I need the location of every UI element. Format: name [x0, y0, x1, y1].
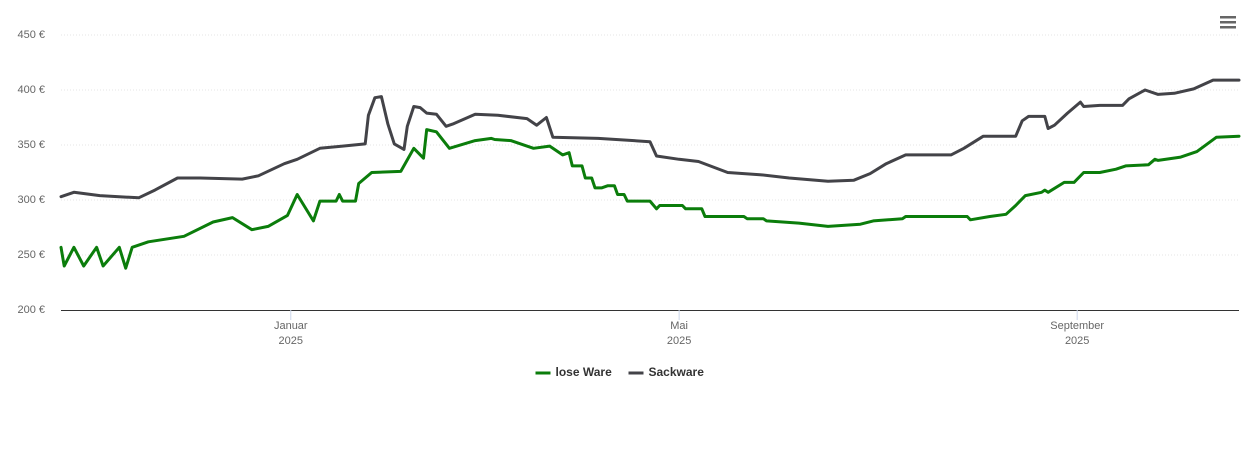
y-tick-label: 400 €	[17, 84, 45, 96]
y-tick-label: 200 €	[17, 304, 45, 316]
y-tick-label: 300 €	[17, 194, 45, 206]
series-line	[59, 128, 1241, 270]
y-tick-label: 250 €	[17, 249, 45, 261]
legend-text: Sackware	[649, 365, 705, 379]
menu-button[interactable]	[1218, 12, 1238, 32]
x-tick-label: September	[1050, 320, 1104, 332]
y-tick-label: 450 €	[17, 29, 45, 41]
y-tick-label: 350 €	[17, 139, 45, 151]
x-tick-sublabel: 2025	[1065, 335, 1089, 347]
legend-text: lose Ware	[556, 365, 613, 379]
x-tick-sublabel: 2025	[667, 335, 691, 347]
series-line	[59, 78, 1241, 200]
x-tick-sublabel: 2025	[279, 335, 303, 347]
menu-bar	[1220, 26, 1236, 29]
x-tick-label: Mai	[670, 320, 688, 332]
menu-bar	[1220, 21, 1236, 24]
x-tick-label: Januar	[274, 320, 308, 332]
menu-bar	[1220, 16, 1236, 19]
